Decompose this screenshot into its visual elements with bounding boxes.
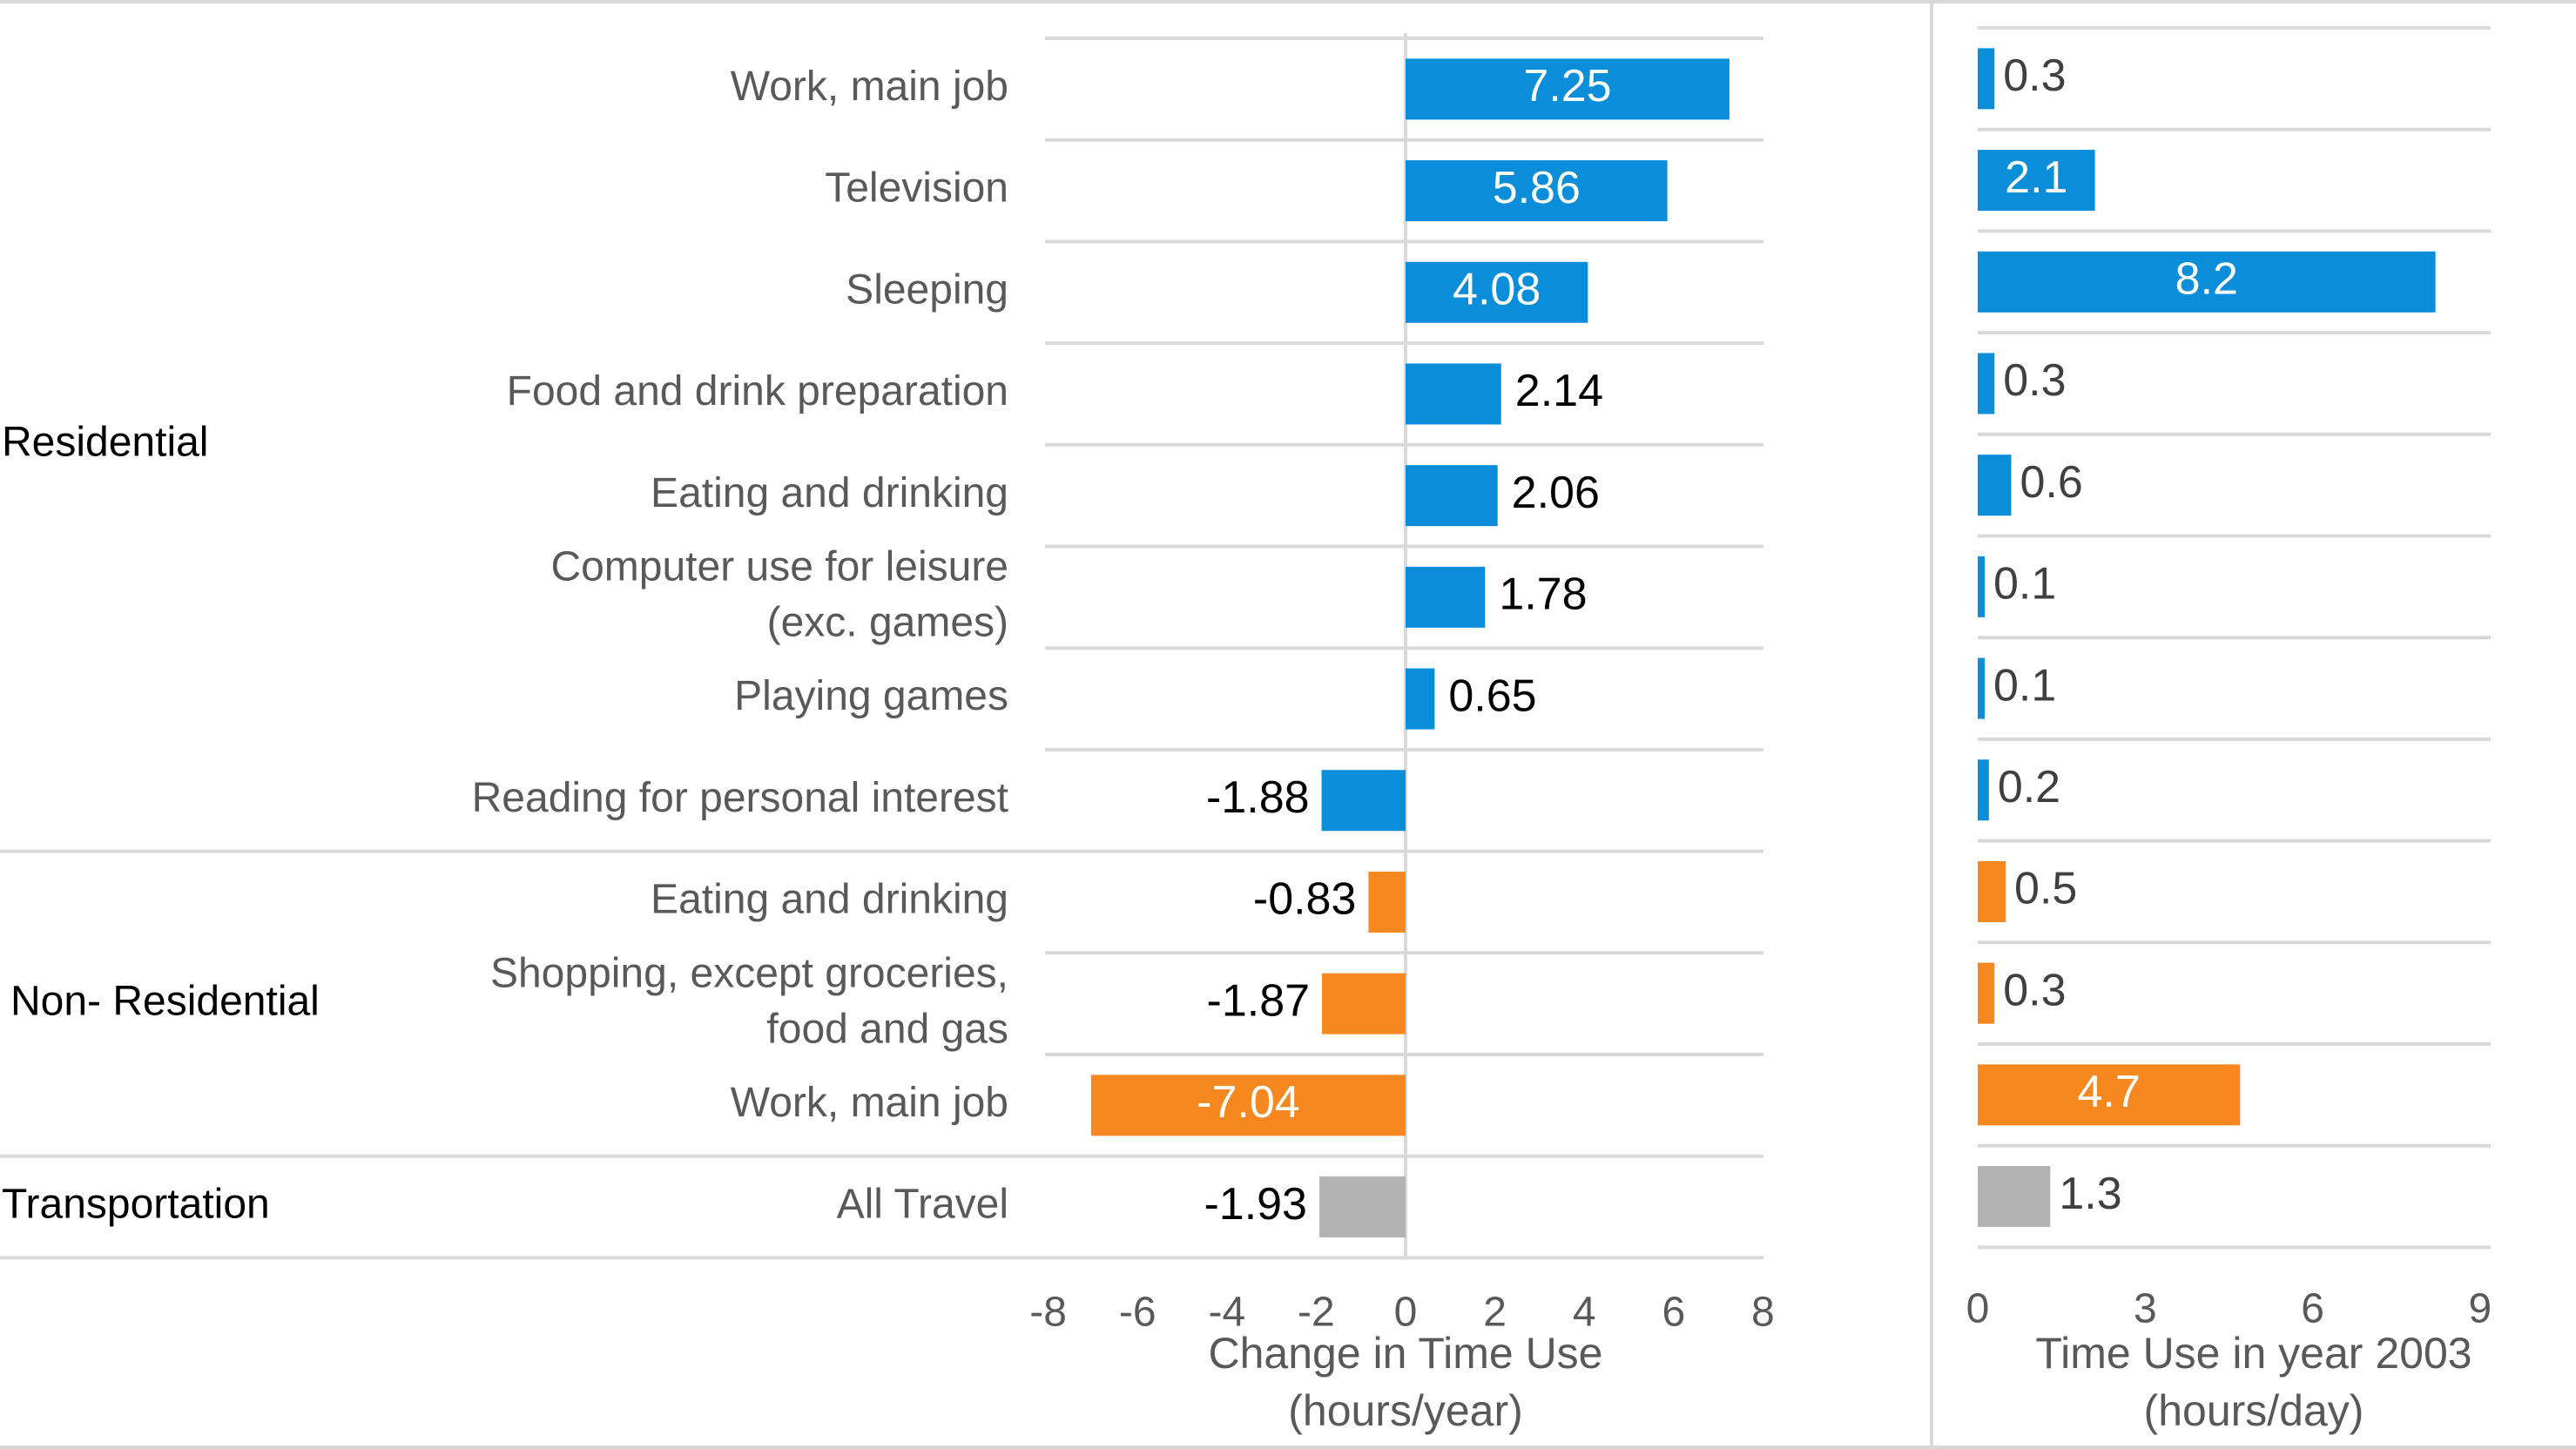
time-use-bar (1978, 759, 1989, 821)
x-tick-label: 0 (1966, 1286, 1990, 1332)
time-use-value-label: 0.3 (2003, 51, 2066, 101)
time-use-value-label: 8.2 (2175, 253, 2238, 304)
category-labels: Work, main job Television Sleeping Food and… (472, 64, 1008, 1228)
x-axis-title: (hours/day) (2144, 1386, 2364, 1435)
x-tick-label: 8 (1751, 1290, 1775, 1336)
x-axis-title: (hours/year) (1288, 1386, 1523, 1435)
category-label: Eating and drinking (651, 470, 1008, 516)
group-label: Transportation (2, 1182, 270, 1228)
category-label: Television (825, 165, 1008, 212)
change-bar (1090, 1075, 1406, 1136)
change-value-label: -1.87 (1207, 975, 1311, 1026)
group-label: Non- Residential (10, 978, 320, 1024)
time-use-bar (1978, 455, 2012, 516)
time-use-value-label: 4.7 (2077, 1067, 2140, 1117)
x-tick-label: 0 (1394, 1290, 1418, 1336)
time-use-value-label: 0.5 (2014, 864, 2077, 914)
x-tick-label: -6 (1119, 1290, 1157, 1336)
change-value-label: 0.65 (1448, 671, 1536, 721)
category-label: Sleeping (846, 266, 1008, 313)
time-use-bar (1978, 150, 2095, 212)
change-value-label: 4.08 (1453, 264, 1541, 314)
category-label: Playing games (734, 673, 1008, 719)
x-tick-label: -8 (1029, 1290, 1067, 1336)
x-tick-label: 6 (2301, 1286, 2324, 1332)
change-bar (1406, 465, 1498, 527)
x-tick-label: -2 (1298, 1290, 1335, 1336)
time-use-bar (1978, 48, 1995, 110)
change-bar (1321, 770, 1406, 832)
time-use-value-label: 2.1 (2005, 152, 2067, 203)
change-value-label: 2.14 (1515, 366, 1603, 416)
change-value-label: -0.83 (1253, 874, 1357, 925)
time-use-bar (1978, 1064, 2241, 1126)
time-use-value-label: 1.3 (2059, 1169, 2121, 1219)
group-label: Residential (2, 419, 208, 465)
time-use-value-label: 0.1 (1993, 660, 2056, 711)
change-bar (1406, 363, 1501, 425)
x-tick-label: 4 (1573, 1290, 1596, 1336)
category-label: Computer use for leisure (550, 544, 1008, 590)
time-use-value-label: 0.3 (2003, 355, 2066, 406)
x-tick-label: 9 (2469, 1286, 2492, 1332)
category-label: Work, main job (731, 1080, 1008, 1126)
time-use-value-label: 0.2 (1998, 762, 2060, 812)
change-bar (1406, 261, 1588, 323)
x-tick-label: -4 (1208, 1290, 1245, 1336)
change-value-label: 1.78 (1499, 569, 1587, 620)
time-use-bar (1978, 962, 1995, 1024)
category-label: Food and drink preparation (507, 368, 1008, 414)
category-label: Work, main job (731, 64, 1008, 110)
change-bar (1406, 58, 1730, 120)
category-label: (exc. games) (767, 600, 1008, 646)
category-label: All Travel (837, 1182, 1008, 1228)
time-use-bar (1978, 657, 1985, 719)
change-value-label: 2.06 (1512, 468, 1600, 518)
change-value-label: -1.88 (1206, 772, 1310, 823)
change-bar (1406, 160, 1668, 222)
category-label: Shopping, except groceries, (490, 950, 1008, 996)
change-value-label: 5.86 (1493, 163, 1581, 213)
change-bar (1406, 566, 1486, 628)
category-label: food and gas (766, 1006, 1008, 1052)
change-value-label: -1.93 (1204, 1179, 1307, 1230)
x-tick-label: 2 (1483, 1290, 1507, 1336)
x-tick-label: 6 (1662, 1290, 1685, 1336)
time-use-bar (1978, 1166, 2051, 1228)
time-use-value-label: 0.3 (2003, 965, 2066, 1015)
change-bar (1318, 1176, 1406, 1238)
change-value-label: 7.25 (1523, 61, 1611, 111)
time-use-value-label: 0.6 (2020, 457, 2082, 508)
category-label: Reading for personal interest (472, 775, 1008, 821)
time-use-bar (1978, 556, 1985, 617)
category-label: Eating and drinking (651, 877, 1008, 923)
change-value-label: -7.04 (1197, 1077, 1300, 1128)
time-use-bar (1978, 860, 2006, 922)
time-use-2003-panel: 0.3 2.1 8.2 0.3 0.6 0.1 0.1 0.2 0.5 0.3 4.7 1.3 0 3 6 9… (1966, 48, 2492, 1435)
change-bar (1322, 973, 1406, 1035)
change-bar (1406, 668, 1435, 730)
time-use-value-label: 0.1 (1993, 559, 2056, 610)
time-use-bar (1978, 353, 1995, 414)
x-axis-title: Change in Time Use (1208, 1329, 1602, 1378)
x-axis-title: Time Use in year 2003 (2035, 1329, 2471, 1378)
time-use-bar (1978, 251, 2436, 313)
change-bar (1368, 871, 1406, 933)
change-in-time-use-panel: 7.25 5.86 4.08 2.14 2.06 1.78 0.65 -1.88 -0.83 -1… (1029, 58, 1775, 1435)
group-labels: Residential Non- Residential Transportatio… (2, 419, 320, 1227)
x-tick-label: 3 (2134, 1286, 2157, 1332)
